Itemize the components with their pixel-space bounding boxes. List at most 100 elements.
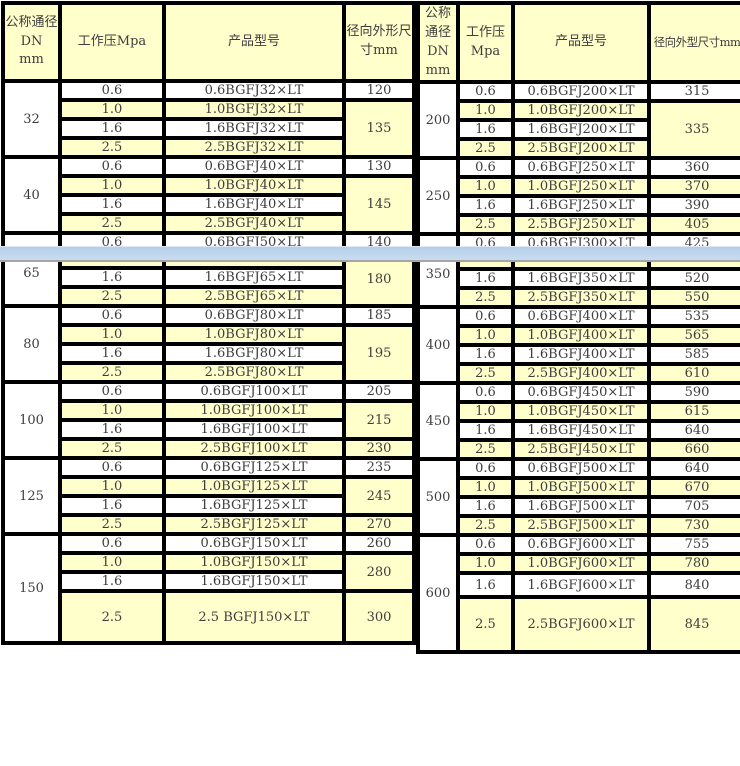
dn-cell: 500 (416, 457, 460, 538)
pressure-cell: 2.5 (456, 438, 515, 462)
dn-cell: 100 (1, 380, 62, 460)
pressure-cell: 0.6 (58, 456, 166, 479)
dim-cell: 215 (342, 399, 416, 441)
header-dim: 径向外型尺寸mm (647, 0, 740, 85)
table-row: 1.0 1.0BGFJ100×LT 215 (3, 399, 416, 441)
table-row: 1.0 1.0BGFJ200×LT 335 (418, 99, 740, 161)
dn-cell: 40 (1, 155, 62, 235)
model-cell: 0.6BGFJ100×LT (162, 380, 346, 403)
model-cell: 2.5BGFJ250×LT (511, 213, 651, 237)
table-row: 1.6 1.6BGFJ400×LT 585 (418, 343, 740, 367)
table-row: 40 0.6 0.6BGFJ40×LT 130 (1, 155, 416, 235)
model-cell: 1.0BGFJ80×LT (162, 323, 346, 346)
pressure-cell: 1.0 (456, 476, 515, 500)
table-row: 2.5 2.5BGFJ65×LT (3, 285, 414, 308)
dim-cell: 280 (342, 551, 416, 593)
dim-cell: 780 (647, 552, 740, 576)
dim-cell: 755 (647, 533, 740, 557)
dim-cell: 245 (342, 475, 416, 517)
pressure-cell: 1.0 (58, 551, 166, 574)
pressure-cell: 2.5 (58, 437, 166, 460)
pressure-cell: 2.5 (456, 595, 515, 655)
dim-cell: 205 (342, 380, 416, 403)
model-cell: 1.6BGFJ250×LT (511, 194, 651, 218)
dim-cell: 405 (647, 213, 740, 237)
model-cell: 2.5BGFJ40×LT (162, 212, 346, 235)
pressure-cell: 0.6 (58, 304, 166, 327)
dim-cell: 335 (647, 99, 740, 161)
table-row: 100 0.6 0.6BGFJ100×LT 205 (1, 380, 416, 460)
table-row: 1.6 1.6BGFJ150×LT (3, 570, 414, 593)
dn-cell: 80 (1, 304, 62, 384)
pressure-cell: 1.0 (456, 552, 515, 576)
model-cell: 2.5BGFJ500×LT (511, 514, 651, 538)
pressure-cell: 0.6 (456, 305, 515, 329)
dn-cell: 150 (1, 532, 62, 645)
pressure-cell: 2.5 (456, 514, 515, 538)
table-row: 1.0 1.0BGFJ125×LT 245 (3, 475, 416, 517)
model-cell: 1.6BGFJ400×LT (511, 343, 651, 367)
table-row: 80 0.6 0.6BGFJ80×LT 185 (1, 304, 416, 384)
dim-cell: 535 (647, 305, 740, 329)
model-cell: 1.0BGFJ600×LT (511, 552, 651, 576)
model-cell: 0.6BGFJ600×LT (511, 533, 651, 557)
dim-cell: 195 (342, 323, 416, 384)
pressure-cell: 1.6 (58, 570, 166, 593)
model-cell: 2.5BGFJ450×LT (511, 438, 651, 462)
model-cell: 2.5BGFJ400×LT (511, 362, 651, 386)
table-row: 2.5 2.5BGFJ500×LT 730 (418, 514, 740, 538)
model-cell: 2.5BGFJ32×LT (162, 136, 346, 159)
pressure-cell: 1.6 (456, 419, 515, 443)
table-row: 2.5 2.5BGFJ80×LT (3, 361, 414, 384)
model-cell: 1.6BGFJ200×LT (511, 118, 651, 142)
dim-cell: 640 (647, 419, 740, 443)
header-model: 产品型号 (162, 1, 346, 83)
pressure-cell: 1.6 (456, 118, 515, 142)
pressure-cell: 2.5 (456, 137, 515, 161)
pressure-cell: 0.6 (58, 532, 166, 555)
splitter-bar[interactable] (0, 246, 740, 262)
model-cell: 2.5BGFJ600×LT (511, 595, 651, 655)
pressure-cell: 2.5 (58, 589, 166, 645)
pressure-cell: 0.6 (456, 80, 515, 104)
dim-cell: 840 (647, 571, 740, 600)
model-cell: 1.0BGFJ500×LT (511, 476, 651, 500)
table-row: 1.6 1.6BGFJ200×LT (418, 118, 740, 142)
table-row: 1.0 1.0BGFJ500×LT 670 (418, 476, 740, 500)
table-row: 2.5 2.5BGFJ32×LT (3, 136, 414, 159)
pressure-cell: 1.0 (58, 475, 166, 498)
table-row: 2.5 2.5BGFJ450×LT 660 (418, 438, 740, 462)
pressure-cell: 1.0 (58, 323, 166, 346)
header-row: 公称通径 DN mm 工作压Mpa 产品型号 径向外形尺 寸mm (1, 1, 416, 83)
model-cell: 1.0BGFJ450×LT (511, 400, 651, 424)
model-cell: 1.0BGFJ200×LT (511, 99, 651, 123)
model-cell: 0.6BGFJ500×LT (511, 457, 651, 481)
model-cell: 1.0BGFJ32×LT (162, 98, 346, 121)
pressure-cell: 1.0 (456, 324, 515, 348)
pressure-cell: 1.0 (58, 174, 166, 197)
table-row: 1.0 1.0BGFJ400×LT 565 (418, 324, 740, 348)
dim-cell: 370 (647, 175, 740, 199)
table-row: 1.6 1.6BGFJ600×LT 840 (418, 571, 740, 600)
table-row: 1.0 1.0BGFJ80×LT 195 (3, 323, 416, 384)
model-cell: 2.5 BGFJ150×LT (162, 589, 346, 645)
pressure-cell: 1.6 (58, 342, 166, 365)
pressure-cell: 1.0 (456, 99, 515, 123)
pressure-cell: 1.6 (456, 267, 515, 291)
pressure-cell: 1.6 (58, 418, 166, 441)
table-row: 1.0 1.0BGFJ40×LT 145 (3, 174, 416, 235)
dn-cell: 250 (416, 156, 460, 237)
dim-cell: 730 (647, 514, 740, 538)
dim-cell: 390 (647, 194, 740, 218)
dim-cell: 660 (647, 438, 740, 462)
model-cell: 1.0BGFJ250×LT (511, 175, 651, 199)
model-cell: 2.5BGFJ100×LT (162, 437, 346, 460)
model-cell: 1.6BGFJ450×LT (511, 419, 651, 443)
model-cell: 1.0BGFJ125×LT (162, 475, 346, 498)
table-row: 450 0.6 0.6BGFJ450×LT 590 (416, 381, 740, 462)
table-row: 125 0.6 0.6BGFJ125×LT 235 (1, 456, 416, 536)
model-cell: 1.6BGFJ80×LT (162, 342, 346, 365)
table-row: 1.6 1.6BGFJ80×LT (3, 342, 414, 365)
table-row: 2.5 2.5BGFJ400×LT 610 (418, 362, 740, 386)
